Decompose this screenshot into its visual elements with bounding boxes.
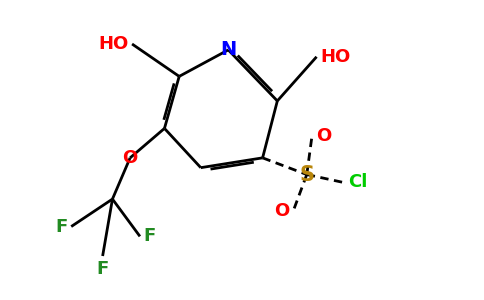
Text: N: N — [220, 40, 236, 59]
Text: O: O — [274, 202, 289, 220]
Text: S: S — [299, 164, 314, 184]
Text: F: F — [96, 260, 109, 278]
Text: O: O — [317, 127, 332, 145]
Text: O: O — [122, 149, 138, 167]
Text: HO: HO — [98, 35, 128, 53]
Text: Cl: Cl — [348, 173, 367, 191]
Text: F: F — [55, 218, 67, 236]
Text: HO: HO — [320, 48, 351, 66]
Text: F: F — [144, 227, 156, 245]
